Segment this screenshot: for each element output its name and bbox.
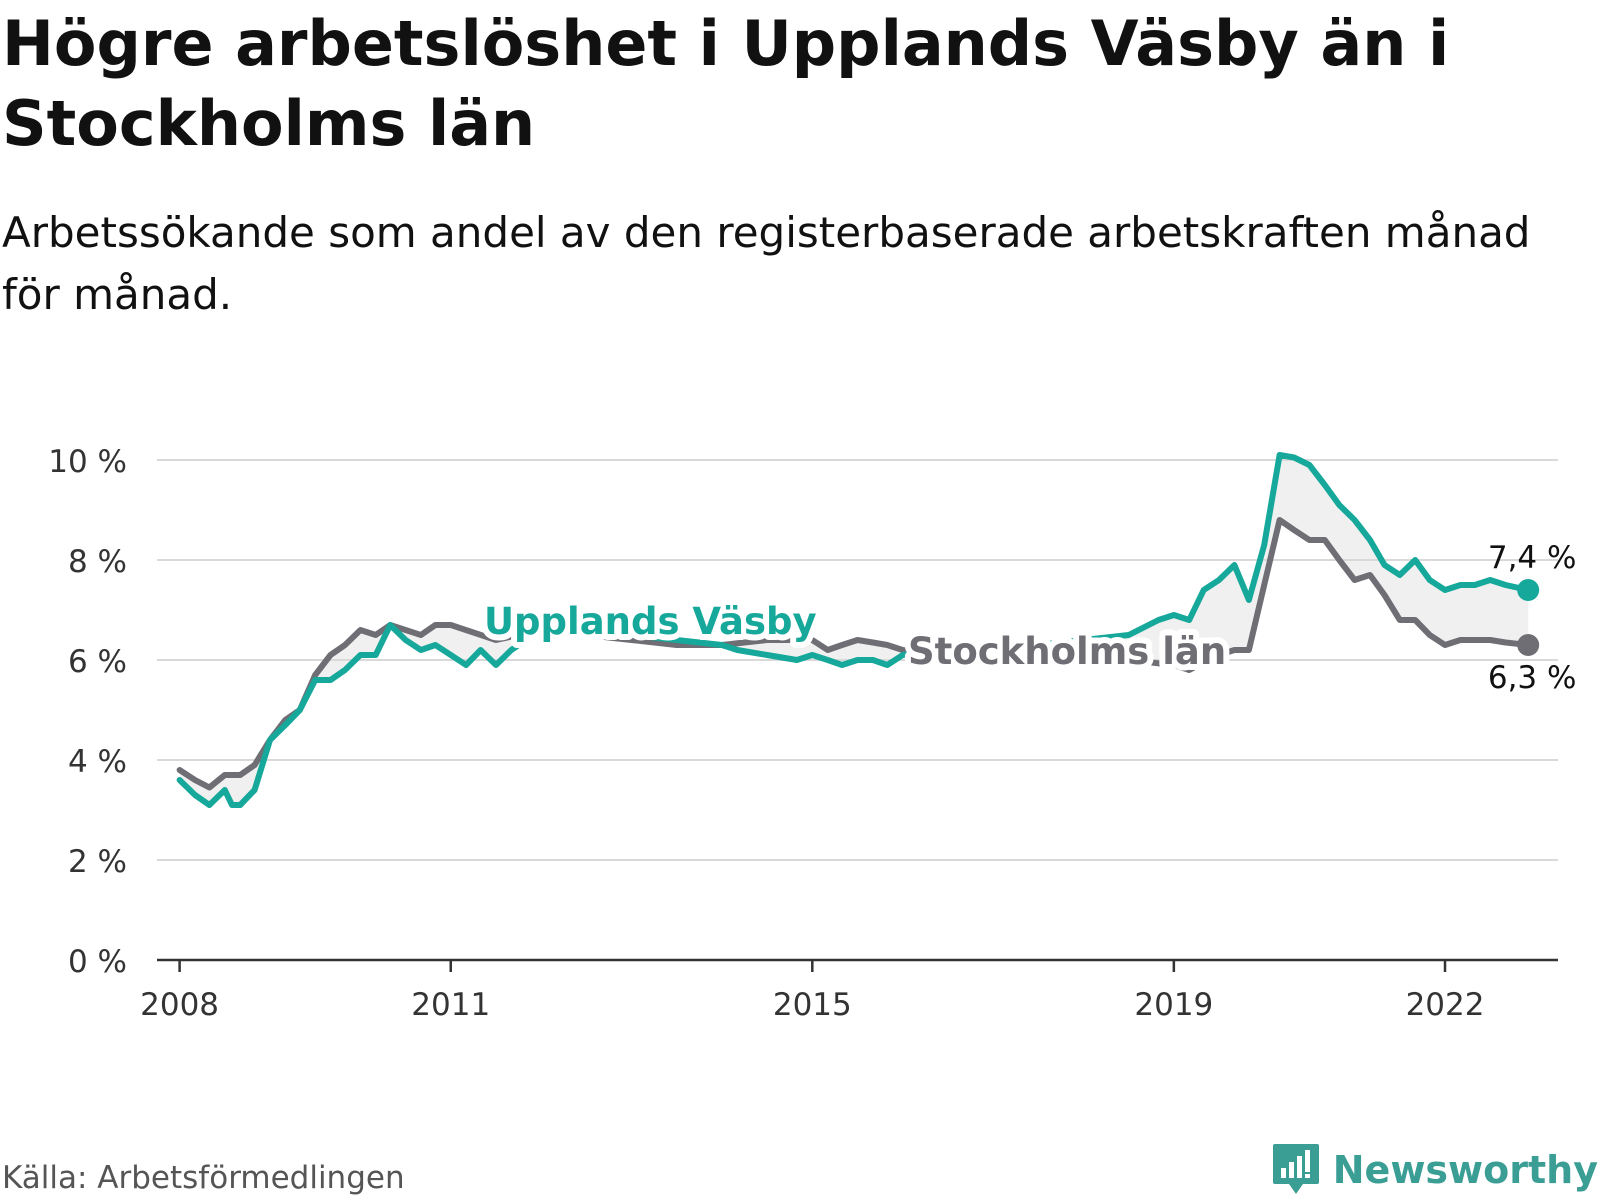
x-tick-label: 2022 bbox=[1406, 987, 1485, 1023]
chart-title: Högre arbetslöshet i Upplands Väsby än i… bbox=[2, 7, 1450, 160]
end-marker-stockholms-lan bbox=[1517, 634, 1540, 656]
series-line-upplands-vasby bbox=[176, 452, 1532, 808]
series-line-stockholms-lan bbox=[176, 517, 1532, 791]
brand-logo[interactable]: Newsworthy bbox=[1271, 1142, 1598, 1198]
y-tick-label: 8 % bbox=[68, 544, 127, 580]
line-chart: 0 % 2 % 4 % 6 % 8 % 10 % 2008 2011 2015 2019 2022… bbox=[48, 444, 1577, 1023]
x-tick-label: 2019 bbox=[1134, 987, 1213, 1023]
difference-band bbox=[179, 455, 1529, 805]
brand-name: Newsworthy bbox=[1332, 1148, 1598, 1192]
y-tick-label: 2 % bbox=[68, 844, 127, 880]
end-value-label-stockholms-lan: 6,3 % bbox=[1488, 660, 1577, 696]
series-label-stockholms-lan: Stockholms län bbox=[908, 630, 1226, 673]
x-tick-label: 2011 bbox=[411, 987, 490, 1023]
y-tick-label: 6 % bbox=[68, 644, 127, 680]
y-tick-label: 10 % bbox=[48, 444, 127, 480]
end-marker-upplands-vasby bbox=[1517, 579, 1540, 601]
chart-subtitle: Arbetssökande som andel av den registerb… bbox=[2, 208, 1531, 319]
x-tick-label: 2015 bbox=[773, 987, 852, 1023]
series-lines bbox=[176, 452, 1540, 808]
x-tick-label: 2008 bbox=[140, 987, 219, 1023]
end-value-label-upplands-vasby: 7,4 % bbox=[1488, 540, 1577, 576]
y-tick-label: 0 % bbox=[68, 944, 127, 980]
gridlines: 0 % 2 % 4 % 6 % 8 % 10 % bbox=[48, 444, 1558, 980]
source-note: Källa: Arbetsförmedlingen bbox=[2, 1160, 405, 1196]
labels: 7,4 % 6,3 % Upplands Väsby Stockholms län bbox=[478, 540, 1577, 696]
y-tick-label: 4 % bbox=[68, 744, 127, 780]
x-axis: 2008 2011 2015 2019 2022 bbox=[140, 958, 1558, 1023]
newsworthy-logo-icon bbox=[1272, 1144, 1319, 1194]
series-label-upplands-vasby: Upplands Väsby bbox=[484, 600, 817, 643]
difference-band-area bbox=[179, 455, 1529, 805]
